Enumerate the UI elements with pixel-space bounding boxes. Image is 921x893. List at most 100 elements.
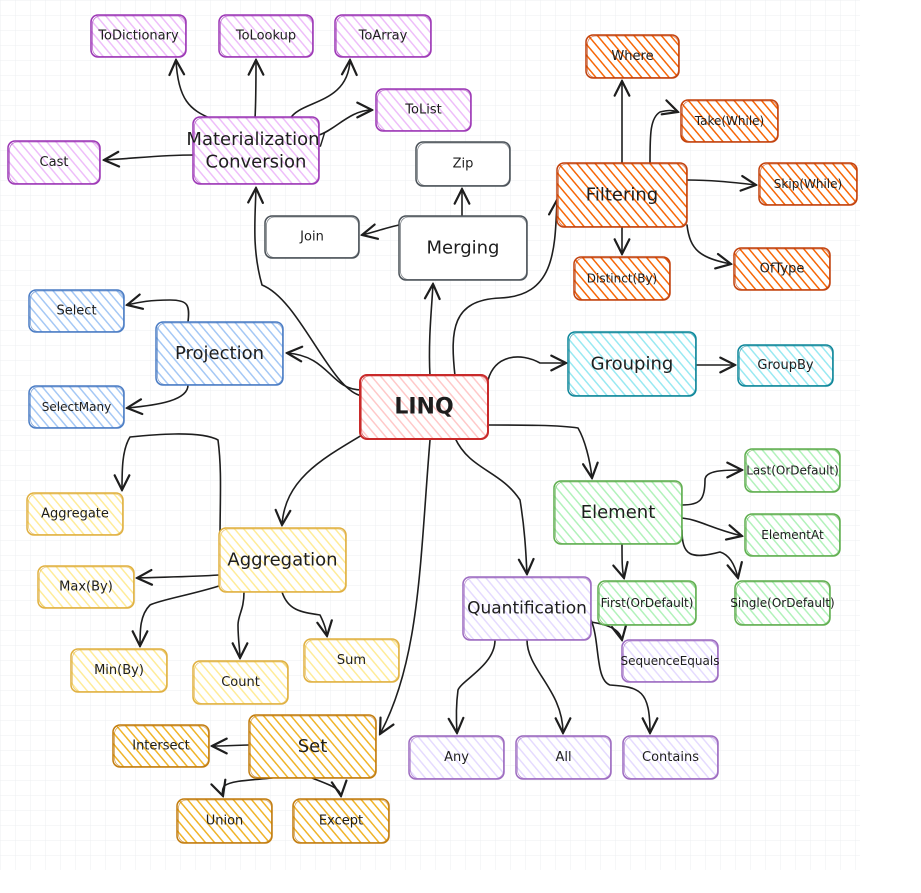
node-join: Join (264, 215, 360, 259)
connector-aggregation-to-sum (281, 591, 327, 636)
connector-filtering-to-skipwhile (686, 180, 756, 185)
node-outline-any (410, 736, 504, 779)
connector-materialization-to-tolookup (255, 60, 256, 120)
node-label-projection: Projection (175, 343, 264, 364)
node-label-union: Union (206, 814, 244, 829)
connector-aggregation-to-aggregate (122, 433, 222, 541)
node-quantification: Quantification (462, 576, 592, 641)
node-tolist: ToList (375, 88, 472, 132)
node-outline-toarray (336, 15, 431, 57)
node-label-oftype: OfType (760, 262, 805, 277)
node-merging: Merging (398, 215, 528, 281)
node-outline-materialization (194, 117, 319, 184)
connector-linq-to-set (380, 439, 431, 734)
node-box-join (264, 215, 360, 259)
node-outline-groupby (739, 345, 833, 386)
node-aggregate: Aggregate (26, 492, 124, 536)
node-outline-count (194, 661, 288, 704)
node-box-toarray (334, 14, 432, 58)
node-label-toarray: ToArray (358, 29, 408, 44)
node-label-select: Select (56, 304, 96, 319)
node-set: Set (248, 714, 377, 779)
node-select: Select (28, 289, 125, 333)
node-label-firstordefault: First(OrDefault) (601, 596, 694, 610)
node-box-tolist (375, 88, 472, 132)
node-outline-join (266, 216, 359, 258)
node-outline-except (294, 799, 389, 843)
node-box-linq (359, 374, 489, 440)
node-distinctby: Distinct(By) (573, 256, 671, 301)
node-box-sequenceequals (621, 639, 719, 683)
node-box-minby (70, 648, 168, 693)
connector-linq-to-grouping (487, 357, 566, 381)
node-label-where: Where (611, 49, 653, 64)
node-box-filtering (556, 162, 688, 228)
node-label-takewhile: Take(While) (694, 114, 765, 128)
node-label-aggregation: Aggregation (227, 550, 337, 571)
node-sequenceequals: SequenceEquals (621, 639, 719, 683)
node-box-element (553, 480, 683, 545)
connector-quantification-to-sequenceequals (590, 621, 622, 640)
node-box-aggregate (26, 492, 124, 536)
connector-aggregation-to-minby (140, 585, 220, 646)
node-outline-intersect (114, 725, 209, 767)
node-box-where (585, 34, 680, 79)
node-box-tolookup (218, 14, 314, 58)
node-selectmany: SelectMany (28, 385, 125, 429)
node-union: Union (176, 798, 273, 844)
node-box-elementat (744, 513, 841, 557)
node-element: Element (553, 480, 683, 545)
node-box-sum (303, 638, 400, 683)
node-label-todictionary: ToDictionary (97, 29, 179, 44)
connector-filtering-to-takewhile (649, 111, 678, 164)
node-box-any (408, 735, 505, 780)
node-outline-sequenceequals (623, 640, 718, 682)
node-projection: Projection (155, 321, 284, 386)
node-box-aggregation (218, 527, 347, 593)
node-outline-cast (9, 141, 100, 184)
node-box-except (292, 798, 390, 844)
node-outline-contains (624, 736, 718, 779)
node-box-selectmany (28, 385, 125, 429)
node-label-except: Except (319, 814, 363, 829)
node-box-maxby (37, 565, 135, 609)
node-label-linq: LINQ (394, 395, 453, 420)
connector-set-to-union (222, 777, 273, 796)
node-outline-all (517, 736, 611, 779)
connector-linq-to-materialization (255, 188, 363, 397)
connector-quantification-to-all (526, 639, 563, 733)
node-label-sum: Sum (337, 653, 366, 668)
node-outline-maxby (39, 566, 134, 608)
node-outline-select (30, 290, 124, 332)
node-box-todictionary (90, 14, 187, 58)
node-outline-linq (361, 375, 488, 439)
node-label-materialization: Materialization/ (186, 129, 326, 150)
node-materialization: Materialization/Conversion (186, 116, 327, 185)
node-outline-zip (417, 142, 510, 186)
node-label-element: Element (581, 502, 656, 523)
node-outline-quantification (464, 577, 591, 640)
node-label-groupby: GroupBy (757, 358, 813, 373)
node-label-grouping: Grouping (591, 354, 674, 375)
node-tolookup: ToLookup (218, 14, 314, 58)
node-box-intersect (112, 724, 210, 768)
node-box-set (248, 714, 377, 779)
node-box-firstordefault (597, 580, 697, 626)
connector-linq-to-element (487, 424, 592, 478)
node-label-maxby: Max(By) (59, 580, 113, 595)
node-outline-elementat (746, 514, 840, 556)
node-box-distinctby (573, 256, 671, 301)
connector-quantification-to-contains (590, 619, 650, 733)
node-box-lastordefault (744, 448, 841, 493)
node-intersect: Intersect (112, 724, 210, 768)
connector-projection-to-select (127, 300, 190, 323)
node-oftype: OfType (733, 247, 831, 291)
node-box-singleordefault (734, 580, 831, 626)
node-label-all: All (555, 750, 571, 765)
node-outline-minby (72, 649, 167, 692)
connector-layer (104, 60, 756, 796)
connector-materialization-to-tolist (318, 110, 372, 136)
node-box-union (176, 798, 273, 844)
node-outline-selectmany (30, 386, 124, 428)
node-label-singleordefault: Single(OrDefault) (730, 596, 834, 610)
